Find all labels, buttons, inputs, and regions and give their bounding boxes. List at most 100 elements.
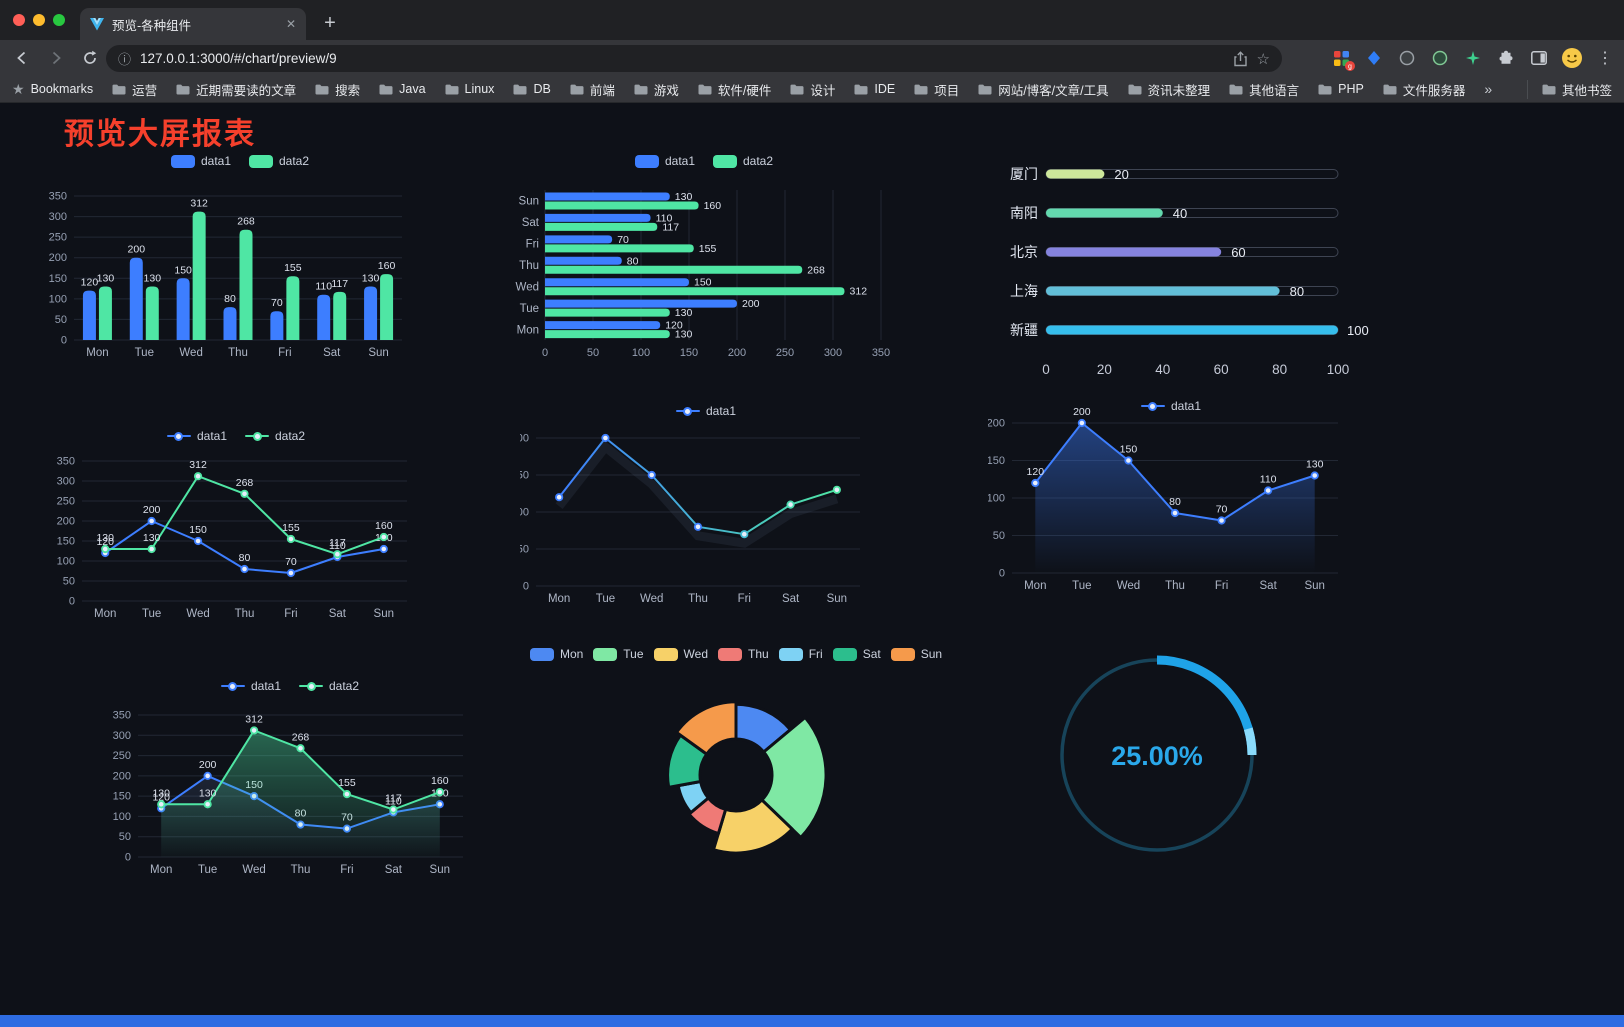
legend-item-data2[interactable]: data2 xyxy=(299,679,359,693)
legend-item-data2[interactable]: data2 xyxy=(249,154,309,168)
svg-text:200: 200 xyxy=(143,504,161,516)
bookmark-folder[interactable]: 项目 xyxy=(914,80,959,99)
legend-item-data1[interactable]: data1 xyxy=(634,154,695,168)
legend-item-Thu[interactable]: Thu xyxy=(718,647,769,661)
svg-text:Wed: Wed xyxy=(516,281,539,293)
svg-text:160: 160 xyxy=(375,520,393,532)
bookmarks-overflow-chevron[interactable]: » xyxy=(1484,81,1493,97)
bookmark-folder[interactable]: Linux xyxy=(445,82,494,96)
svg-text:0: 0 xyxy=(542,347,548,359)
bookmark-folder[interactable]: IDE xyxy=(854,82,895,96)
round-extension-icon[interactable] xyxy=(1396,47,1418,69)
other-bookmarks-label: 其他书签 xyxy=(1561,83,1612,98)
legend-item-data1[interactable]: data1 xyxy=(170,154,231,168)
legend-item-data1[interactable]: data1 xyxy=(220,679,281,693)
line-chart-canvas: 0 50 100 150 200 Mon Tue Wed Thu Fri Sat Sun xyxy=(520,433,860,605)
bookmark-folder[interactable]: Java xyxy=(379,82,426,96)
browser-tab[interactable]: 预览-各种组件 ✕ xyxy=(80,8,306,40)
legend-item-data2[interactable]: data2 xyxy=(245,429,305,443)
svg-text:120: 120 xyxy=(665,320,683,332)
legend-item-data2[interactable]: data2 xyxy=(713,154,773,168)
svg-text:130: 130 xyxy=(362,273,380,285)
bookmark-folder[interactable]: 其他语言 xyxy=(1229,80,1299,99)
chart-legend: data1 data2 xyxy=(103,679,477,693)
bookmark-folder[interactable]: 运营 xyxy=(112,80,157,99)
window-close-button[interactable] xyxy=(13,14,25,26)
bookmark-label: DB xyxy=(533,82,551,96)
bookmarks-bar: ★ Bookmarks 运营 近期需要读的文章 搜索 Java Linux DB 前端 游戏 软… xyxy=(0,76,1624,103)
svg-text:250: 250 xyxy=(776,347,794,359)
legend-item-Fri[interactable]: Fri xyxy=(778,647,823,661)
bookmark-label: 设计 xyxy=(810,83,836,98)
svg-text:80: 80 xyxy=(1272,362,1287,377)
bookmark-folder[interactable]: PHP xyxy=(1318,82,1364,96)
address-bar[interactable]: ⓘ 127.0.0.1:3000/#/chart/preview/9 ☆ xyxy=(106,45,1282,72)
svg-text:Tue: Tue xyxy=(198,864,217,876)
window-minimize-button[interactable] xyxy=(33,14,45,26)
bookmark-folder[interactable]: DB xyxy=(513,82,551,96)
svg-text:312: 312 xyxy=(189,459,207,471)
legend-item-Sun[interactable]: Sun xyxy=(890,647,942,661)
svg-text:0: 0 xyxy=(523,581,529,593)
bookmark-folder[interactable]: 近期需要读的文章 xyxy=(176,80,296,99)
svg-text:268: 268 xyxy=(237,216,255,228)
svg-text:80: 80 xyxy=(627,255,639,267)
svg-text:70: 70 xyxy=(617,234,629,246)
legend-label: Thu xyxy=(748,647,769,661)
grid-extension-icon[interactable]: g xyxy=(1330,47,1355,71)
legend-item-Wed[interactable]: Wed xyxy=(653,647,708,661)
bookmark-folder[interactable]: 搜索 xyxy=(315,80,360,99)
legend-item-data1[interactable]: data1 xyxy=(675,404,736,418)
folder-icon xyxy=(634,84,648,94)
legend-item-Mon[interactable]: Mon xyxy=(529,647,583,661)
bookmark-folder[interactable]: 资讯未整理 xyxy=(1128,80,1210,99)
green-star-extension-icon[interactable] xyxy=(1462,47,1484,69)
legend-item-Sat[interactable]: Sat xyxy=(832,647,881,661)
svg-text:150: 150 xyxy=(57,536,75,548)
folder-icon xyxy=(379,84,393,94)
forward-button[interactable] xyxy=(42,44,70,72)
bookmark-label: 软件/硬件 xyxy=(717,83,772,98)
svg-text:Mon: Mon xyxy=(548,593,570,605)
bookmark-star-icon[interactable]: ☆ xyxy=(1256,50,1270,68)
svg-text:200: 200 xyxy=(113,770,131,782)
bookmark-folder[interactable]: 设计 xyxy=(790,80,835,99)
bookmark-folder[interactable]: 游戏 xyxy=(634,80,679,99)
extensions-puzzle-icon[interactable] xyxy=(1495,47,1517,69)
side-panel-icon[interactable] xyxy=(1528,47,1550,69)
share-icon[interactable] xyxy=(1233,50,1248,67)
new-tab-button[interactable]: + xyxy=(324,11,336,34)
svg-text:80: 80 xyxy=(1290,284,1304,299)
bookmark-label: 运营 xyxy=(132,83,158,98)
progress-chart-canvas: 厦门 20 南阳 40 北京 60 上海 80 新疆 100 0 20 40 60 80 100 xyxy=(1010,166,1369,377)
bookmark-folder[interactable]: 软件/硬件 xyxy=(698,80,771,99)
legend-item-data1[interactable]: data1 xyxy=(1140,399,1201,413)
legend-item-Tue[interactable]: Tue xyxy=(593,647,644,661)
bar-chart-canvas: 0 50 100 150 200 250 300 350 Mon Tue Wed Thu Fri Sat S… xyxy=(49,191,402,359)
kite-extension-icon[interactable] xyxy=(1363,47,1385,69)
bookmark-label: 项目 xyxy=(934,83,960,98)
site-info-icon[interactable]: ⓘ xyxy=(118,52,132,67)
back-button[interactable] xyxy=(8,44,36,72)
svg-text:110: 110 xyxy=(315,281,332,293)
other-bookmarks-folder[interactable]: 其他书签 xyxy=(1526,79,1612,99)
svg-text:120: 120 xyxy=(96,536,114,548)
browser-menu-icon[interactable]: ⋮ xyxy=(1597,50,1613,67)
svg-text:Mon: Mon xyxy=(94,608,116,620)
legend-item-data1[interactable]: data1 xyxy=(166,429,227,443)
green-round-extension-icon[interactable] xyxy=(1429,47,1451,69)
svg-text:150: 150 xyxy=(113,791,131,803)
bookmark-folder[interactable]: 前端 xyxy=(570,80,615,99)
bookmark-folder[interactable]: 网站/博客/文章/工具 xyxy=(978,80,1109,99)
window-zoom-button[interactable] xyxy=(53,14,65,26)
bookmark-folder[interactable]: 文件服务器 xyxy=(1383,80,1465,99)
tab-close-icon[interactable]: ✕ xyxy=(285,17,296,31)
svg-text:Thu: Thu xyxy=(519,260,539,272)
reload-button[interactable] xyxy=(76,44,104,72)
svg-text:150: 150 xyxy=(988,455,1005,467)
bookmarks-manager-item[interactable]: ★ Bookmarks xyxy=(12,81,93,98)
profile-avatar[interactable] xyxy=(1561,47,1583,69)
bookmark-label: IDE xyxy=(874,82,896,96)
legend-label: data1 xyxy=(664,154,695,168)
star-icon: ★ xyxy=(12,80,25,97)
